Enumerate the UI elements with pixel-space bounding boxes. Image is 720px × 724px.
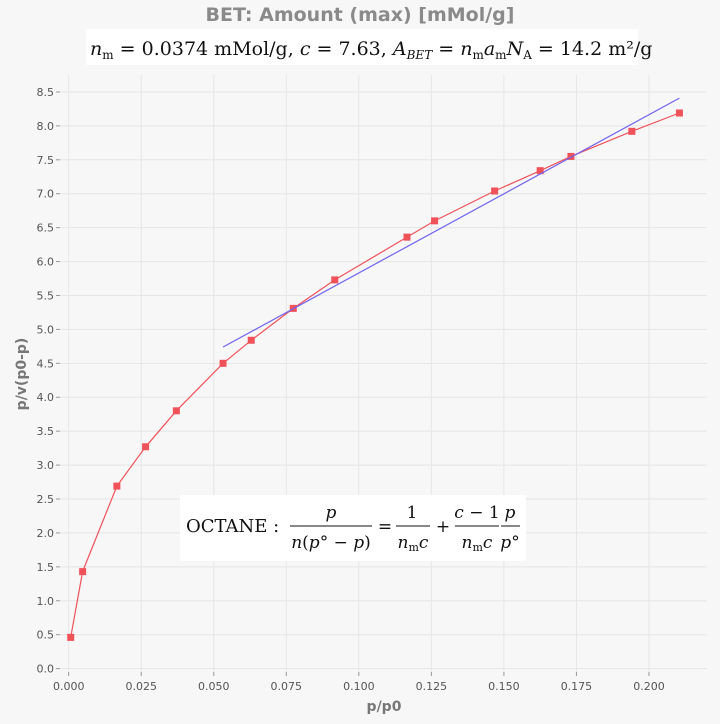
- eq-frac3-den: nmc: [462, 533, 493, 554]
- data-point: [79, 568, 87, 576]
- plot-area: [60, 75, 707, 672]
- data-point: [113, 482, 121, 490]
- data-point: [219, 359, 227, 367]
- abet-unit: m²/g: [608, 38, 652, 60]
- x-tick-label: 0.075: [271, 680, 303, 693]
- y-tick-label: 8.5: [37, 86, 55, 99]
- eq-frac2-den: nmc: [398, 533, 429, 554]
- bet-equation: OCTANE : p n(p° − p) = 1 nmc + c − 1 nmc…: [180, 495, 526, 561]
- y-ticks: 0.0 0.5 1.0 1.5 2.0 2.5 3.0 3.5 4.0 4.5 5.0 5.5 6.0 6…: [37, 86, 60, 676]
- y-tick-label: 7.5: [37, 154, 55, 167]
- data-point: [172, 407, 180, 415]
- y-tick-label: 4.0: [37, 391, 55, 404]
- y-tick-label: 6.5: [37, 222, 55, 235]
- x-tick-label: 0.175: [561, 680, 593, 693]
- data-point: [142, 443, 150, 451]
- series-line-0: [70, 112, 680, 638]
- y-tick-label: 5.0: [37, 323, 55, 336]
- data-point: [431, 217, 439, 225]
- x-tick-label: 0.050: [198, 680, 230, 693]
- series-line-1: [222, 97, 680, 348]
- grid: [60, 75, 707, 672]
- eq-equals: =: [378, 517, 392, 537]
- y-tick-label: 2.5: [37, 493, 55, 506]
- eq-frac1-den: n(p° − p): [291, 533, 371, 553]
- data-point: [331, 276, 339, 284]
- data-point: [628, 127, 636, 135]
- y-tick-label: 3.5: [37, 425, 55, 438]
- data-point: [491, 187, 499, 195]
- y-tick-label: 0.5: [37, 629, 55, 642]
- y-tick-label: 0.0: [37, 663, 55, 676]
- data-point: [536, 167, 544, 175]
- chart-subtitle: nm = 0.0374 mMol/g, c = 7.63, ABET = nma…: [90, 38, 652, 62]
- x-tick-label: 0.200: [633, 680, 665, 693]
- chart-title: BET: Amount (max) [mMol/g]: [206, 4, 515, 26]
- eq-plus: +: [436, 517, 450, 537]
- y-tick-label: 3.0: [37, 459, 55, 472]
- y-tick-label: 8.0: [37, 120, 55, 133]
- abet-value: 14.2: [560, 38, 602, 60]
- data-point: [247, 336, 255, 344]
- nm-unit: mMol/g,: [214, 38, 294, 60]
- y-tick-label: 5.5: [37, 289, 55, 302]
- c-value: 7.63,: [338, 38, 386, 60]
- data-point: [567, 152, 575, 160]
- x-tick-label: 0.025: [125, 680, 157, 693]
- x-axis-label: p/p0: [367, 699, 402, 715]
- compound-label: OCTANE :: [186, 516, 279, 537]
- eq-frac2-num: 1: [407, 503, 418, 523]
- eq-frac1-num: p: [326, 503, 337, 523]
- series: [67, 97, 683, 641]
- x-tick-label: 0.100: [343, 680, 375, 693]
- equation-box: [180, 495, 526, 561]
- x-ticks: 0.000 0.025 0.050 0.075 0.100 0.125 0.150 0.175…: [53, 672, 665, 693]
- y-tick-label: 4.5: [37, 357, 55, 370]
- y-tick-label: 2.0: [37, 527, 55, 540]
- y-axis-label: p/v(p0-p): [14, 338, 30, 411]
- data-point: [675, 109, 683, 117]
- x-tick-label: 0.150: [488, 680, 520, 693]
- eq-frac4-den: p°: [500, 533, 519, 553]
- y-tick-label: 6.0: [37, 256, 55, 269]
- data-point: [67, 633, 75, 641]
- subtitle-box: [86, 29, 638, 65]
- x-tick-label: 0.000: [53, 680, 85, 693]
- eq-frac4-num: p: [505, 503, 516, 523]
- nm-value: 0.0374: [142, 38, 208, 60]
- y-tick-label: 1.0: [37, 595, 55, 608]
- x-tick-label: 0.125: [416, 680, 448, 693]
- eq-frac3-num: c − 1: [454, 503, 499, 523]
- y-tick-label: 7.0: [37, 188, 55, 201]
- y-tick-label: 1.5: [37, 561, 55, 574]
- data-point: [403, 233, 411, 241]
